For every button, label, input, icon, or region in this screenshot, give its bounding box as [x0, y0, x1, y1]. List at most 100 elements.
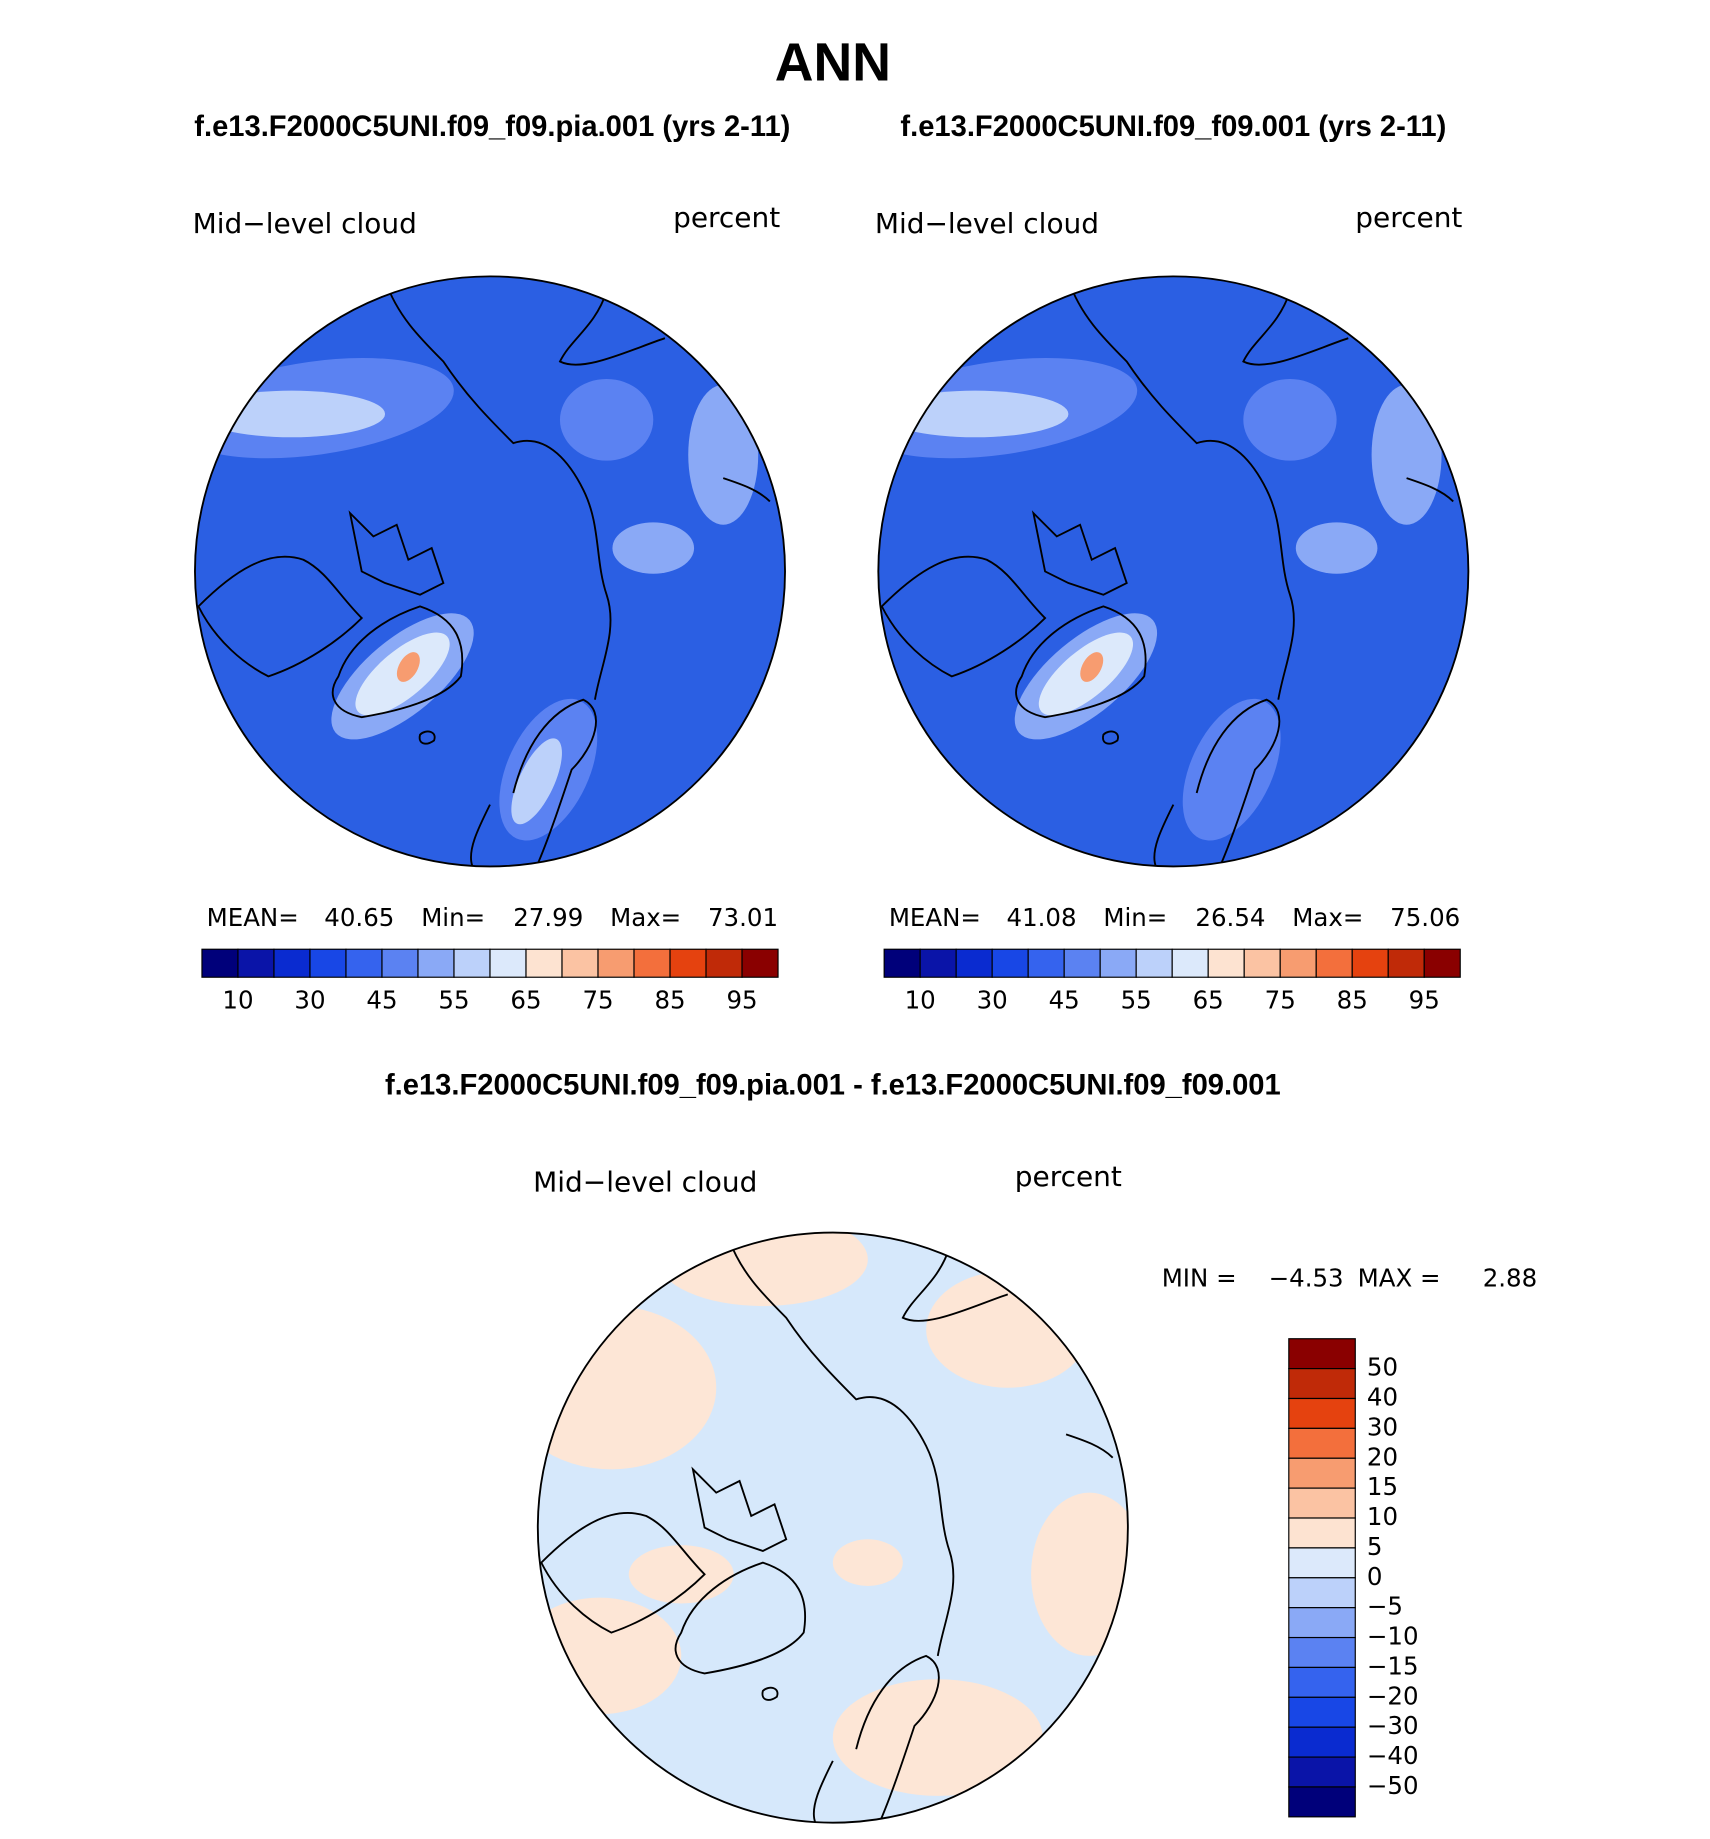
colorbar-label: −15 [1367, 1651, 1419, 1680]
colorbar-label: 45 [1049, 986, 1080, 1015]
colorbar-label: 85 [654, 986, 685, 1015]
map [877, 275, 1470, 868]
panel: f.e13.F2000C5UNI.f09_f09.pia.001 (yrs 2-… [193, 111, 790, 868]
colorbar-box [705, 948, 743, 978]
colorbar-label: 55 [1121, 986, 1152, 1015]
stat-label: Max= [1292, 903, 1363, 932]
colorbar-box [669, 948, 707, 978]
stat-label: Min= [1103, 903, 1167, 932]
stat-label: MIN = [1162, 1263, 1237, 1292]
colorbar-box [1288, 1427, 1356, 1459]
colorbar-label: 30 [1367, 1412, 1398, 1441]
colorbar-box [1288, 1726, 1356, 1758]
map-field [559, 378, 654, 461]
map-field [688, 384, 759, 525]
colorbar-box [1288, 1338, 1356, 1370]
colorbar-box [1288, 1756, 1356, 1788]
map-field [396, 652, 420, 682]
colorbar-box [1063, 948, 1101, 978]
stat-value: 75.06 [1390, 903, 1460, 932]
colorbar-box [1387, 948, 1425, 978]
colorbar-box [453, 948, 491, 978]
stat-label: MAX = [1358, 1263, 1441, 1292]
stat-value: 26.54 [1195, 903, 1265, 932]
map-field [511, 738, 562, 825]
colorbar-box [1288, 1487, 1356, 1519]
colorbar-box [1243, 948, 1281, 978]
colorbar-label: 65 [1193, 986, 1224, 1015]
colorbar-box [1288, 1397, 1356, 1429]
stat-value: 73.01 [708, 903, 778, 932]
colorbar-box [237, 948, 275, 978]
stat-value: −4.53 [1269, 1263, 1344, 1292]
map [194, 275, 786, 868]
map-field [1371, 384, 1442, 525]
map-field [878, 276, 1469, 867]
map [536, 1231, 1129, 1824]
colorbar-label: 0 [1367, 1562, 1383, 1591]
panel: f.e13.F2000C5UNI.f09_f09.001 (yrs 2-11) … [875, 111, 1470, 868]
colorbar-box [1288, 1517, 1356, 1549]
colorbar-label: 50 [1367, 1353, 1398, 1382]
stat-value: 27.99 [513, 903, 583, 932]
colorbar-label: 95 [1409, 986, 1440, 1015]
field-label: Mid−level cloud [875, 207, 1099, 240]
map-field [881, 390, 1069, 438]
map-field [1031, 1492, 1128, 1656]
colorbar-box [1288, 1666, 1356, 1698]
colorbar-box [201, 948, 239, 978]
map-border [194, 275, 786, 868]
colorbar-label: −20 [1367, 1681, 1419, 1710]
colorbar-box [1288, 1607, 1356, 1639]
colorbar-label: 85 [1337, 986, 1368, 1015]
colorbar-box [1171, 948, 1209, 978]
colorbar-box [1207, 948, 1245, 978]
field-label: Mid−level cloud [533, 1166, 757, 1199]
difference-panel: f.e13.F2000C5UNI.f09_f09.pia.001 - f.e13… [385, 1070, 1281, 1824]
map-field [537, 1306, 717, 1470]
map-field [1243, 378, 1337, 461]
map-field [198, 390, 386, 438]
colorbar-box [1288, 1577, 1356, 1609]
difference-title: f.e13.F2000C5UNI.f09_f09.pia.001 - f.e13… [385, 1070, 1281, 1102]
colorbar-label: −10 [1367, 1622, 1419, 1651]
colorbar-box [1315, 948, 1353, 978]
field-label: Mid−level cloud [193, 207, 417, 240]
colorbar-label: −50 [1367, 1771, 1419, 1800]
colorbar-box [1288, 1786, 1356, 1818]
units-label: percent [1015, 1160, 1122, 1193]
colorbar-box [1423, 948, 1461, 978]
colorbar-label: 10 [1367, 1502, 1398, 1531]
colorbar-label: 5 [1367, 1532, 1383, 1561]
colorbar-box [955, 948, 993, 978]
colorbar-box [919, 948, 957, 978]
map-field [537, 1597, 682, 1715]
colorbar-label: 95 [726, 986, 757, 1015]
units-label: percent [673, 201, 780, 234]
colorbar-box [883, 948, 921, 978]
colorbar-box [489, 948, 527, 978]
case-title: f.e13.F2000C5UNI.f09_f09.001 (yrs 2-11) [900, 111, 1446, 143]
colorbar-label: 15 [1367, 1472, 1398, 1501]
map-field [194, 276, 786, 867]
map-field [832, 1539, 903, 1586]
stat-label: Max= [610, 903, 681, 932]
stat-label: MEAN= [207, 903, 299, 932]
stat-value: 2.88 [1483, 1263, 1537, 1292]
colorbar-box [1288, 1457, 1356, 1489]
colorbar-box [1288, 1547, 1356, 1579]
colorbar-label: 75 [1265, 986, 1296, 1015]
colorbar-box [561, 948, 599, 978]
colorbar-box [525, 948, 563, 978]
colorbar-box [1288, 1696, 1356, 1728]
stat-label: MEAN= [889, 903, 981, 932]
colorbar-box [273, 948, 311, 978]
colorbar-label: 10 [905, 986, 936, 1015]
colorbar-label: −40 [1367, 1741, 1419, 1770]
colorbar-box [381, 948, 419, 978]
colorbar-label: −5 [1367, 1592, 1403, 1621]
colorbar-label: 75 [582, 986, 613, 1015]
case-title: f.e13.F2000C5UNI.f09_f09.pia.001 (yrs 2-… [194, 111, 790, 143]
colorbar-box [1135, 948, 1173, 978]
